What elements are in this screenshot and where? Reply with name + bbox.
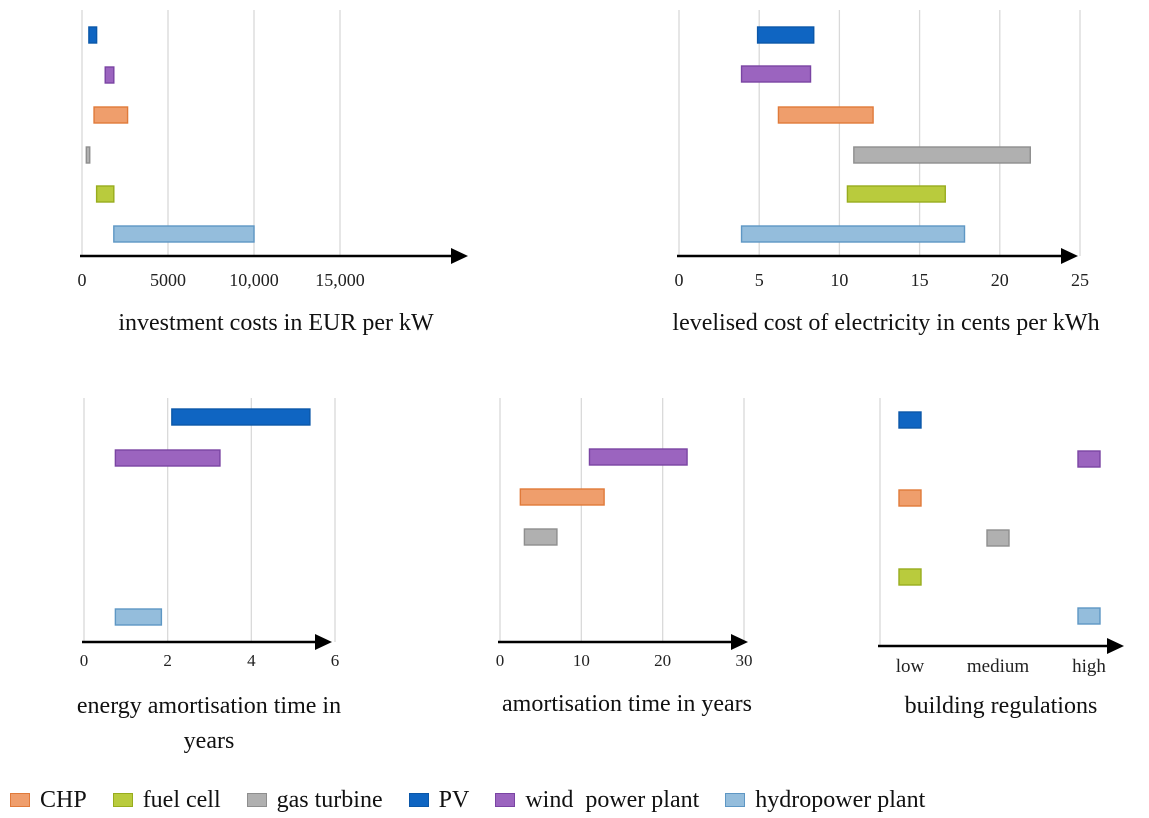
panel-2: 0 5 10 15 20 25 levelised cost of electricity … <box>672 10 1100 336</box>
panel-3-tick-label: 4 <box>247 651 256 670</box>
panel-2-axis-arrowhead <box>1061 248 1078 264</box>
panel-5-axis-title: building regulations <box>905 693 1098 719</box>
legend-item-chp: CHP <box>10 787 87 814</box>
panel-2-tick-label: 20 <box>991 270 1009 290</box>
legend-item-fuel-cell: fuel cell <box>112 786 221 814</box>
panel-5-tick-label: high <box>1072 656 1106 677</box>
panel-3-tick-label: 6 <box>331 651 340 670</box>
panel-2-bar-wind-power-plant <box>740 65 812 83</box>
panel-1-bar-gas-turbine <box>85 146 91 164</box>
panel-4-tick-label: 0 <box>496 651 505 670</box>
panel-1-tick-label: 10,000 <box>229 270 279 290</box>
panel-4-tick-label: 10 <box>573 651 590 670</box>
panel-1-tick-label: 0 <box>78 270 87 290</box>
panel-4-axis-title: amortisation time in years <box>502 691 752 717</box>
panel-3: 0 2 4 6 energy amortisation time in years <box>77 398 341 754</box>
legend-item-pv: PV <box>408 786 470 814</box>
panel-2-bar-hydropower-plant <box>740 225 966 243</box>
panel-5-tick-label: medium <box>967 656 1029 677</box>
legend-swatch <box>725 793 746 807</box>
panel-2-bar-fuel-cell <box>846 185 946 203</box>
panel-2-tick-label: 5 <box>755 270 764 290</box>
legend-label: hydropower plant <box>755 786 926 813</box>
panel-5-bar-wind-power-plant <box>1077 450 1101 468</box>
legend: CHP fuel cell gas turbine PV wind power plan… <box>10 785 1145 815</box>
panel-2-tick-label: 15 <box>911 270 929 290</box>
panel-1: 0 5000 10,000 15,000 investment costs in EUR… <box>78 10 434 336</box>
panel-2-bar-chp <box>777 106 874 124</box>
legend-label: CHP <box>40 786 87 813</box>
panel-4-bar-wind-power-plant <box>588 448 688 466</box>
panel-4-bar-gas-turbine <box>523 528 558 546</box>
panel-1-bar-hydropower-plant <box>113 225 255 243</box>
panel-5-axis-arrowhead <box>1107 638 1124 654</box>
panel-1-bar-chp <box>93 106 129 124</box>
legend-label: wind power plant <box>525 786 700 813</box>
legend-swatch <box>495 793 516 807</box>
panel-2-bar-pv <box>756 26 815 44</box>
panel-3-axis-title: years <box>184 728 235 754</box>
panel-3-axis-arrowhead <box>315 634 332 650</box>
panel-3-tick-label: 2 <box>163 651 172 670</box>
panel-3-bar-pv <box>171 408 311 426</box>
legend-swatch <box>408 793 429 807</box>
panel-4-axis-arrowhead <box>731 634 748 650</box>
panel-2-tick-label: 25 <box>1071 270 1089 290</box>
panel-3-axis-title: energy amortisation time in <box>77 693 341 719</box>
panel-2-axis-title: levelised cost of electricity in cents p… <box>672 310 1099 336</box>
legend-label: fuel cell <box>142 786 221 813</box>
panel-1-bar-wind-power-plant <box>104 66 115 84</box>
panel-5-bar-fuel-cell <box>898 568 922 586</box>
panel-1-tick-label: 15,000 <box>315 270 365 290</box>
panel-2-tick-label: 10 <box>830 270 848 290</box>
panel-5-bar-hydropower-plant <box>1077 607 1101 625</box>
legend-swatch <box>246 793 267 807</box>
panel-2-bar-gas-turbine <box>853 146 1031 164</box>
panel-1-bar-fuel-cell <box>95 185 115 203</box>
panel-1-axis-arrowhead <box>451 248 468 264</box>
panel-4-tick-label: 20 <box>654 651 671 670</box>
legend-item-wind-power-plant: wind power plant <box>495 787 699 814</box>
legend-label: PV <box>438 786 470 813</box>
panel-5-bar-pv <box>898 411 922 429</box>
panel-3-bar-wind-power-plant <box>114 449 221 467</box>
panel-1-tick-label: 5000 <box>150 270 186 290</box>
panel-4: 0 10 20 30 amortisation time in years <box>496 398 753 717</box>
panel-5: low medium high building regulations <box>879 398 1106 719</box>
panel-1-axis-title: investment costs in EUR per kW <box>118 310 434 336</box>
panel-5-bar-gas-turbine <box>986 529 1010 547</box>
panel-5-tick-label: low <box>896 656 925 677</box>
panel-1-bar-pv <box>88 26 98 44</box>
panel-4-tick-label: 30 <box>736 651 753 670</box>
legend-label: gas turbine <box>276 786 383 813</box>
panel-3-tick-label: 0 <box>80 651 89 670</box>
legend-swatch <box>10 793 30 807</box>
legend-item-hydropower-plant: hydropower plant <box>725 787 925 814</box>
legend-item-gas-turbine: gas turbine <box>246 786 383 814</box>
legend-swatch <box>112 793 133 807</box>
panel-5-bar-chp <box>898 489 922 507</box>
panel-4-bar-chp <box>519 488 605 506</box>
panel-3-bar-hydropower-plant <box>114 608 163 626</box>
panel-2-tick-label: 0 <box>675 270 684 290</box>
